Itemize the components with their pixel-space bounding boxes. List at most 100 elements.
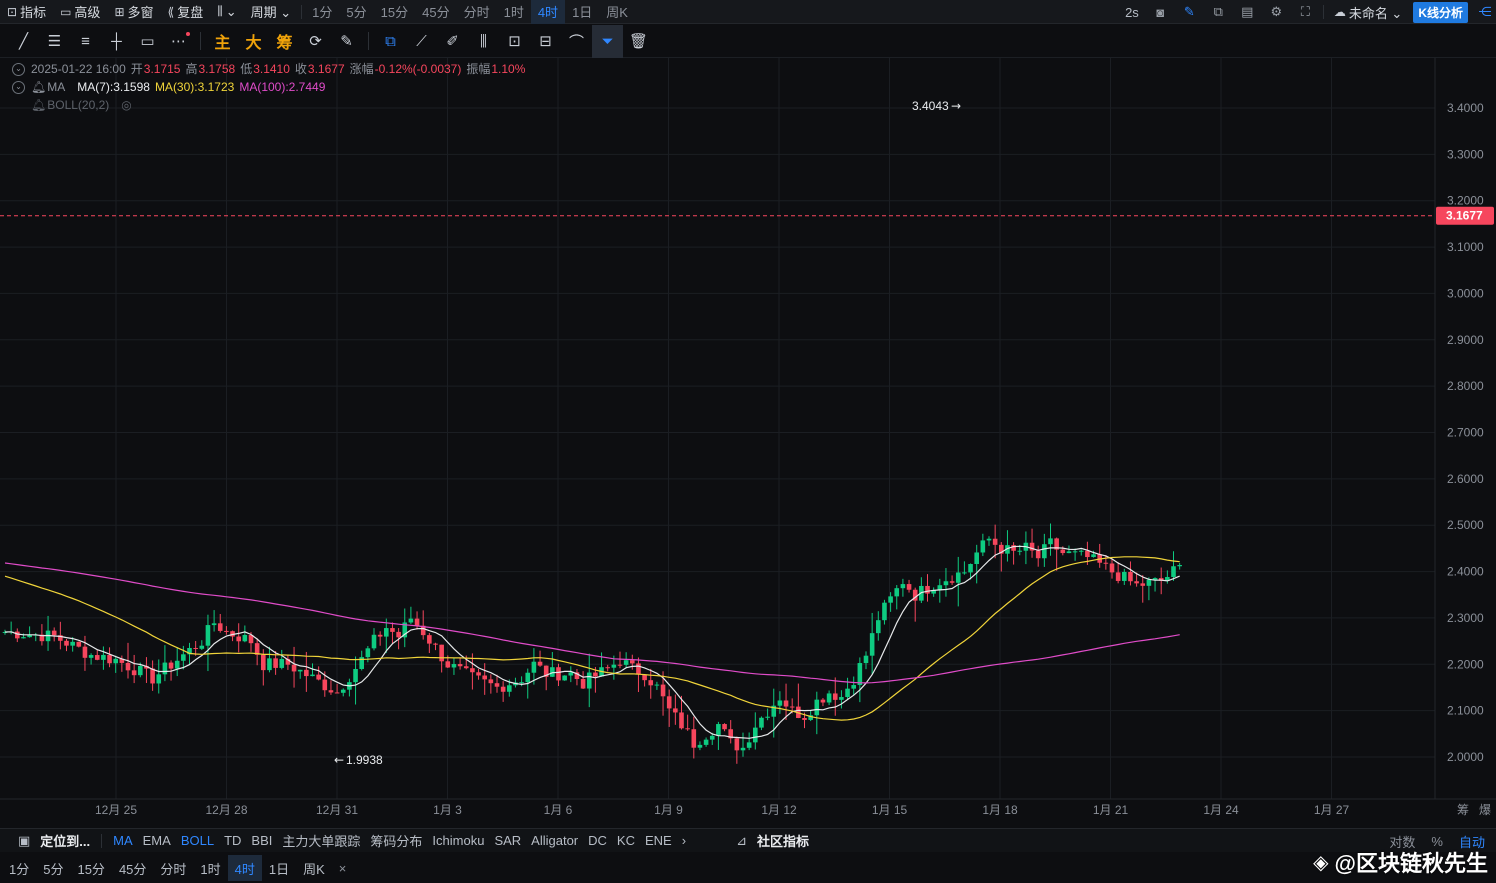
trendline-tool-icon[interactable]: ╱	[18, 33, 29, 50]
candle-body	[568, 672, 574, 676]
candle-body	[414, 618, 420, 626]
timeframe-tab-3[interactable]: 45分	[422, 5, 450, 20]
bottom-timeframe-2[interactable]: 15分	[77, 861, 105, 877]
indicator-item-4[interactable]: BBI	[251, 833, 273, 848]
top-menu-0[interactable]: ⊡ 指标	[0, 0, 53, 24]
rectangle-tool-icon[interactable]: ▭	[140, 33, 155, 50]
camera-icon[interactable]: ◙	[1156, 4, 1165, 20]
pencil-icon[interactable]: ✎	[1183, 4, 1195, 19]
indicator-item-8[interactable]: SAR	[494, 833, 522, 848]
candle-body	[980, 540, 986, 553]
candle-body	[1177, 565, 1182, 567]
indicator-item-12[interactable]: ENE	[644, 833, 672, 848]
indicator-item-11[interactable]: KC	[616, 833, 635, 848]
indicator-item-10[interactable]: DC	[588, 833, 607, 848]
timeframe-tab-4[interactable]: 分时	[463, 5, 490, 20]
auto-scale-toggle[interactable]: 自动	[1458, 834, 1485, 850]
percent-scale-toggle[interactable]: %	[1431, 833, 1443, 849]
timeframe-tab-5[interactable]: 1时	[503, 5, 524, 20]
bottom-timeframe-1[interactable]: 5分	[43, 861, 64, 877]
bottom-timeframe-0[interactable]: 1分	[9, 861, 30, 877]
timeframe-tab-1[interactable]: 5分	[346, 5, 367, 20]
fullscreen-icon[interactable]: ⛶	[1300, 4, 1310, 19]
grid-icon: ⊞	[114, 4, 125, 19]
bottom-timeframe-4[interactable]: 分时	[160, 861, 187, 877]
lock-icon[interactable]: ⊡	[508, 33, 521, 50]
community-indicators-button[interactable]: 社区指标	[756, 834, 809, 849]
bell-icon[interactable]: 🔔︎	[31, 98, 47, 112]
more-tools-icon[interactable]: ⋯	[163, 25, 194, 58]
popout-icon[interactable]: ⧉	[1213, 4, 1223, 19]
indicator-item-9[interactable]: Alligator	[531, 833, 579, 848]
text-tool-1[interactable]: 大	[245, 35, 262, 52]
timeframe-tab-7[interactable]: 1日	[572, 5, 593, 20]
top-menu-1[interactable]: ▭ 高级	[53, 0, 107, 24]
parallel-lines-tool-icon[interactable]: ☰	[47, 33, 62, 50]
indicator-item-7[interactable]: Ichimoku	[432, 833, 485, 848]
calendar-locate-icon[interactable]: ▣	[18, 832, 31, 848]
refresh-interval[interactable]: 2s	[1125, 4, 1139, 20]
copy-icon[interactable]: ⧉	[385, 32, 396, 50]
template-icon[interactable]: ▤	[1241, 4, 1254, 19]
time-tick-label: 12月 31	[316, 803, 358, 817]
settings-icon[interactable]: ⚙	[1270, 4, 1283, 19]
top-menu-5[interactable]: 周期 ⌄	[244, 0, 299, 24]
bottom-timeframe-5[interactable]: 1时	[200, 861, 221, 877]
filter-icon[interactable]: ⏷	[592, 24, 623, 58]
bottom-timeframe-6[interactable]: 4时	[227, 855, 262, 881]
liquidation-toggle[interactable]: 爆	[1479, 803, 1491, 817]
bottom-timeframe-3[interactable]: 45分	[118, 861, 147, 877]
top-menu-2[interactable]: ⊞ 多窗	[107, 0, 160, 24]
channel-tool-icon[interactable]: ≡	[81, 32, 90, 50]
top-menu-4[interactable]: ⫼ ⌄	[210, 0, 243, 24]
time-tick-label: 1月 21	[1093, 803, 1129, 817]
bell-icon[interactable]: 🔔︎	[31, 80, 47, 94]
bottom-timeframe-8[interactable]: 周K	[303, 861, 325, 877]
kline-analysis-button[interactable]: K线分析	[1413, 1, 1468, 23]
timeframe-tab-2[interactable]: 15分	[380, 5, 409, 20]
layout-name-dropdown[interactable]: ☁ 未命名 ⌄	[1327, 0, 1410, 24]
indicator-item-1[interactable]: EMA	[142, 833, 171, 848]
eraser-brush-icon[interactable]: ✎	[340, 33, 353, 50]
log-scale-toggle[interactable]: 对数	[1389, 834, 1416, 850]
ruler-icon[interactable]: ⟋	[416, 32, 427, 50]
close-timeframes-icon[interactable]: ×	[338, 860, 347, 876]
horizontal-line-tool-icon[interactable]: ┼	[111, 32, 122, 50]
bottom-timeframe-7[interactable]: 1日	[268, 861, 290, 877]
indicator-item-3[interactable]: TD	[224, 833, 242, 848]
indicator-item-6[interactable]: 筹码分布	[370, 834, 423, 849]
community-indicator-icon[interactable]: ⊿	[736, 832, 747, 848]
candle-body	[144, 665, 149, 669]
indicator-item-13[interactable]: ›	[681, 833, 687, 848]
note-icon[interactable]: ⊟	[539, 33, 552, 50]
brush-icon[interactable]: ✐	[446, 33, 459, 50]
timeframe-tab-6[interactable]: 4时	[530, 0, 566, 24]
indicator-item-5[interactable]: 主力大单跟踪	[282, 834, 361, 849]
trash-icon[interactable]: 🗑	[628, 33, 649, 50]
change-value: -0.12%(-0.0037)	[374, 62, 462, 76]
share-icon[interactable]: ⋲	[1478, 4, 1492, 19]
candle-body	[291, 664, 297, 672]
collapse-chevron-icon[interactable]: ⌄	[12, 62, 25, 76]
candle-body	[211, 623, 217, 626]
indicator-item-0[interactable]: MA	[113, 833, 133, 848]
locate-button[interactable]: 定位到...	[40, 834, 91, 849]
time-tick-label: 1月 15	[872, 803, 908, 817]
chip-distribution-toggle[interactable]: 筹	[1457, 803, 1469, 817]
timeframe-tab-0[interactable]: 1分	[312, 5, 333, 20]
collapse-chevron-icon[interactable]: ⌄	[12, 80, 25, 94]
auto-draw-icon[interactable]: ⟳	[309, 33, 322, 50]
candle-body	[740, 747, 746, 751]
candles-icon[interactable]: ⫼	[480, 32, 487, 50]
candle-body	[666, 696, 672, 709]
text-tool-0[interactable]: 主	[214, 35, 231, 52]
text-tool-2[interactable]: 筹	[276, 35, 293, 52]
timeframe-tab-8[interactable]: 周K	[606, 5, 628, 20]
candle-body	[101, 654, 106, 660]
indicator-item-2[interactable]: BOLL	[180, 833, 215, 848]
price-tick-label: 2.4000	[1447, 565, 1484, 579]
top-menu-3[interactable]: ⟪ 复盘	[161, 0, 211, 24]
magnet-icon[interactable]: ⌒	[568, 33, 584, 51]
eye-hidden-icon[interactable]: ◎	[121, 98, 132, 112]
candlestick-chart[interactable]: 3.4000 3.3000 3.2000 3.1000 3.0000 2.9000 2.80…	[0, 58, 1496, 828]
